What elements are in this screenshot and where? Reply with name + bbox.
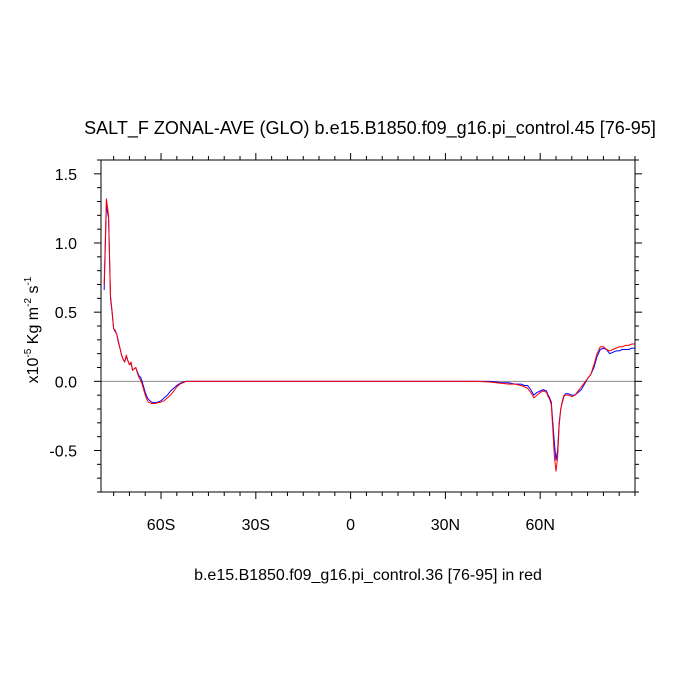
x-tick-label: 30N [431, 517, 460, 534]
x-tick-label: 60N [526, 517, 555, 534]
y-axis-label-exp2: -2 [23, 298, 34, 307]
y-tick-label: 0.0 [55, 374, 77, 391]
plot-area: 1.5 1.0 0.5 0.0 -0.5 60S 30S 0 30N 60N [49, 153, 642, 534]
y-axis-label-exp1: -5 [23, 348, 34, 357]
x-tick-label: 30S [242, 517, 270, 534]
x-axis-label: b.e15.B1850.f09_g16.pi_control.36 [76-95… [194, 567, 542, 584]
chart-title: SALT_F ZONAL-AVE (GLO) b.e15.B1850.f09_g… [84, 118, 656, 139]
x-tick-label: 0 [346, 517, 355, 534]
y-axis-label-exp3: -1 [23, 276, 34, 285]
y-axis-label-unit2: s [25, 286, 42, 298]
series-line-2 [103, 198, 635, 472]
y-tick-label: 0.5 [55, 305, 77, 322]
y-axis-label-prefix: x10 [25, 357, 42, 383]
y-tick-label: 1.0 [55, 236, 77, 253]
series-line-1 [103, 205, 635, 461]
y-tick-label: -0.5 [49, 444, 77, 461]
x-tick-label: 60S [147, 517, 175, 534]
y-axis-label: x10-5 Kg m-2 s-1 [23, 276, 42, 383]
plot-frame [100, 159, 636, 493]
y-axis-label-unit: Kg m [25, 307, 42, 349]
y-tick-label: 1.5 [55, 167, 77, 184]
